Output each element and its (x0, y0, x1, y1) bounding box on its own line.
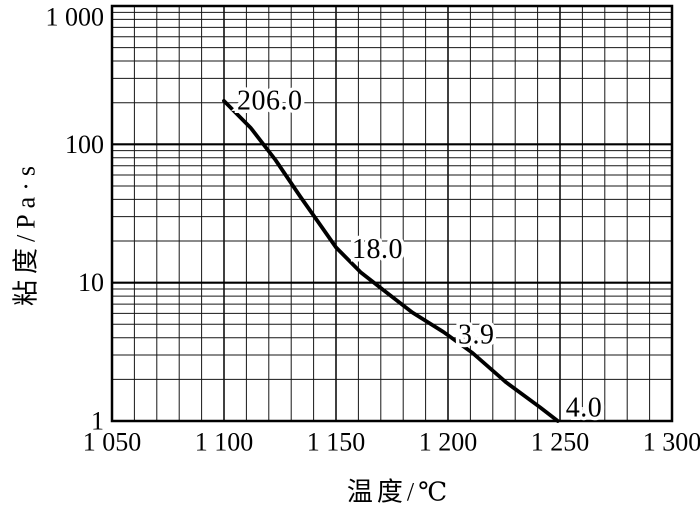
point-annotation: 18.0 (352, 234, 403, 265)
point-annotation: 206.0 (237, 85, 303, 116)
x-tick-label: 1 100 (195, 428, 254, 457)
x-tick-label: 1 050 (83, 428, 142, 457)
plot-frame (110, 4, 674, 423)
x-tick-label: 1 250 (531, 428, 590, 457)
point-annotation: 3.9 (458, 320, 495, 351)
y-tick-label: 1 000 (46, 3, 105, 32)
y-tick-label: 100 (65, 130, 104, 159)
x-tick-label: 1 300 (643, 428, 700, 457)
x-tick-label: 1 200 (419, 428, 478, 457)
x-axis-title: 温度/℃ (346, 477, 452, 505)
viscosity-curve (222, 99, 560, 423)
y-axis-title: 粘度/Pa·s (11, 159, 41, 307)
y-tick-label: 1 (91, 407, 104, 436)
x-tick-label: 1 150 (307, 428, 366, 457)
y-tick-label: 10 (78, 268, 104, 297)
point-annotation: 4.0 (566, 393, 603, 424)
